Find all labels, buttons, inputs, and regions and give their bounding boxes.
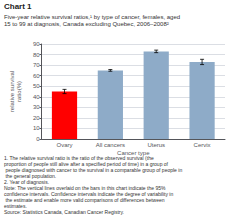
svg-text:confidence intervals. Confiden: confidence intervals. Confidence interva… — [4, 191, 174, 197]
svg-text:15 to 99 at diagnosis, Canada: 15 to 99 at diagnosis, Canada excluding … — [4, 21, 169, 27]
svg-text:Source: Statistics Canada, Can: Source: Statistics Canada, Canadian Canc… — [4, 209, 124, 215]
svg-text:the estimate and enable more v: the estimate and enable more valid compa… — [4, 197, 166, 203]
svg-text:estimates.: estimates. — [4, 203, 27, 209]
svg-text:30: 30 — [33, 104, 40, 110]
svg-text:Ovary: Ovary — [56, 142, 72, 148]
svg-text:Chart 1: Chart 1 — [4, 2, 32, 11]
svg-text:2. Year of diagnosis.: 2. Year of diagnosis. — [4, 179, 49, 185]
svg-text:40: 40 — [33, 94, 40, 100]
svg-text:70: 70 — [33, 62, 40, 68]
svg-text:Note: The vertical lines overl: Note: The vertical lines overlaid on the… — [4, 185, 167, 191]
svg-text:Cervix: Cervix — [194, 142, 211, 148]
svg-text:ratio(%): ratio(%) — [16, 81, 22, 102]
svg-text:0: 0 — [36, 136, 40, 142]
svg-text:90: 90 — [33, 41, 40, 47]
svg-text:relative survival: relative survival — [9, 71, 15, 112]
svg-text:All cancers: All cancers — [96, 142, 125, 148]
svg-text:Uterus: Uterus — [147, 142, 165, 148]
svg-text:50: 50 — [33, 83, 40, 89]
svg-text:proportion of people still ali: proportion of people still alive after a… — [4, 161, 168, 167]
svg-text:Cancer type: Cancer type — [117, 150, 150, 156]
svg-text:people diagnosed with cancer t: people diagnosed with cancer to the surv… — [4, 167, 183, 173]
svg-text:10: 10 — [33, 125, 40, 131]
svg-text:20: 20 — [33, 115, 40, 121]
svg-text:Five-year relative survival ra: Five-year relative survival ratios,¹ by … — [4, 14, 180, 20]
svg-text:the general population.: the general population. — [4, 173, 57, 179]
svg-text:80: 80 — [33, 52, 40, 58]
svg-text:60: 60 — [33, 73, 40, 79]
